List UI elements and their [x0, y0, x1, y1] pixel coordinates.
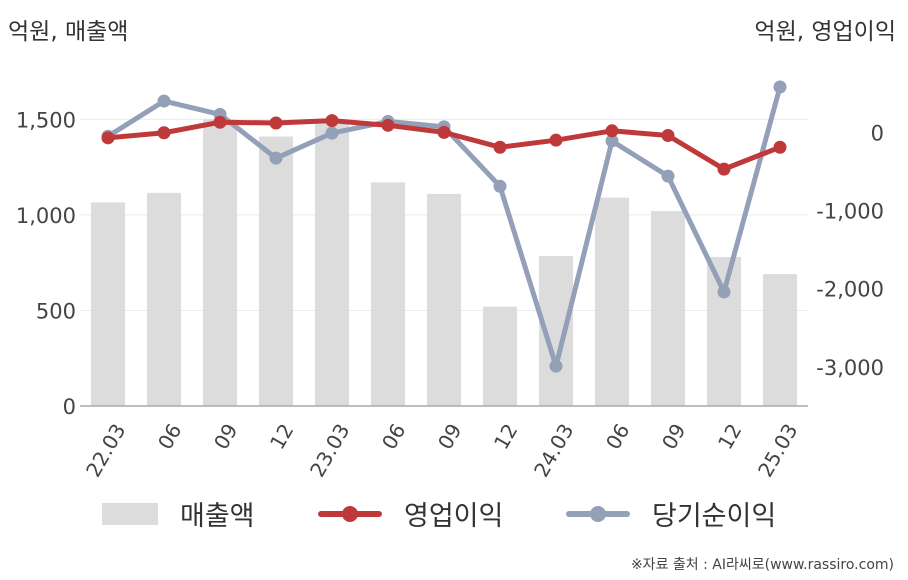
left-tick-label-1: 500 [36, 299, 76, 323]
x-tick-label-2: 09 [209, 420, 243, 454]
point-net-income-9 [605, 134, 619, 148]
point-net-income-1 [157, 94, 171, 108]
x-tick-label-12: 25.03 [753, 420, 802, 482]
right-axis-ticks: -3,000 -2,000 -1,000 0 [816, 121, 884, 380]
bar-revenue-10 [651, 211, 685, 406]
legend-swatch-net-income [566, 503, 630, 525]
bar-revenue-5 [371, 182, 405, 406]
bar-revenue-11 [707, 256, 741, 406]
x-tick-label-8: 24.03 [529, 420, 578, 482]
x-tick-label-1: 06 [153, 420, 187, 454]
point-operating-profit-2 [213, 115, 227, 129]
x-tick-label-11: 12 [713, 420, 747, 454]
left-tick-label-2: 1,000 [16, 204, 76, 228]
bar-revenue-12 [763, 274, 797, 406]
point-operating-profit-7 [493, 140, 507, 154]
line-series [101, 80, 787, 373]
point-operating-profit-5 [381, 118, 395, 132]
point-operating-profit-6 [437, 125, 451, 139]
point-operating-profit-3 [269, 116, 283, 130]
right-tick-label-3: 0 [871, 121, 884, 145]
legend-item-net-income: 당기순이익 [566, 494, 776, 533]
legend-label-revenue: 매출액 [180, 501, 255, 532]
bar-revenue-9 [595, 197, 629, 406]
left-tick-label-0: 0 [63, 395, 76, 419]
x-axis: 22.03 06 09 12 23.03 06 09 12 24.03 06 09 12 25.03 [80, 405, 808, 482]
bar-series-revenue [91, 119, 797, 407]
x-tick-label-6: 09 [433, 420, 467, 454]
bar-revenue-4 [315, 123, 349, 407]
point-net-income-4 [325, 126, 339, 140]
x-tick-label-9: 06 [601, 420, 635, 454]
legend-swatch-revenue [102, 502, 158, 525]
point-operating-profit-12 [773, 140, 787, 154]
point-operating-profit-4 [325, 114, 339, 128]
legend-item-operating-profit: 영업이익 [318, 494, 503, 533]
legend-label-net-income: 당기순이익 [652, 501, 777, 532]
point-net-income-11 [717, 285, 731, 299]
point-operating-profit-10 [661, 128, 675, 142]
point-operating-profit-1 [157, 126, 171, 140]
bar-revenue-3 [259, 136, 293, 407]
x-tick-label-5: 06 [377, 420, 411, 454]
legend-item-revenue: 매출액 [102, 494, 255, 533]
bar-revenue-2 [203, 119, 237, 406]
right-axis-unit: 억원, 영업이익 [754, 19, 896, 45]
x-tick-label-0: 22.03 [81, 420, 130, 482]
point-net-income-12 [773, 80, 787, 94]
legend-swatch-operating-profit [318, 503, 382, 525]
legend-label-operating-profit: 영업이익 [404, 501, 504, 532]
point-net-income-3 [269, 151, 283, 165]
right-tick-label-1: -2,000 [816, 278, 884, 302]
x-tick-label-10: 09 [657, 420, 691, 454]
x-tick-label-3: 12 [265, 420, 299, 454]
point-net-income-8 [549, 359, 563, 373]
point-operating-profit-9 [605, 124, 619, 138]
legend: 매출액 영업이익 당기순이익 [0, 494, 908, 534]
point-net-income-7 [493, 179, 507, 193]
right-tick-label-2: -1,000 [816, 200, 884, 224]
bar-revenue-1 [147, 192, 181, 406]
source-note: ※자료 출처 : AI라씨로(www.rassiro.com) [630, 557, 894, 573]
right-tick-label-0: -3,000 [816, 356, 884, 380]
left-axis-ticks: 0 500 1,000 1,500 [16, 108, 76, 419]
point-operating-profit-11 [717, 162, 731, 176]
point-operating-profit-8 [549, 133, 563, 147]
bar-revenue-7 [483, 306, 517, 406]
bar-revenue-6 [427, 193, 461, 406]
x-tick-label-4: 23.03 [305, 420, 354, 482]
left-tick-label-3: 1,500 [16, 108, 76, 132]
bar-revenue-0 [91, 202, 125, 406]
point-operating-profit-0 [101, 131, 115, 145]
point-net-income-10 [661, 169, 675, 183]
combo-chart: 0 500 1,000 1,500 -3,000 -2,000 -1,000 0 22.03… [16, 80, 884, 482]
x-tick-label-7: 12 [489, 420, 523, 454]
left-axis-unit: 억원, 매출액 [8, 19, 129, 45]
